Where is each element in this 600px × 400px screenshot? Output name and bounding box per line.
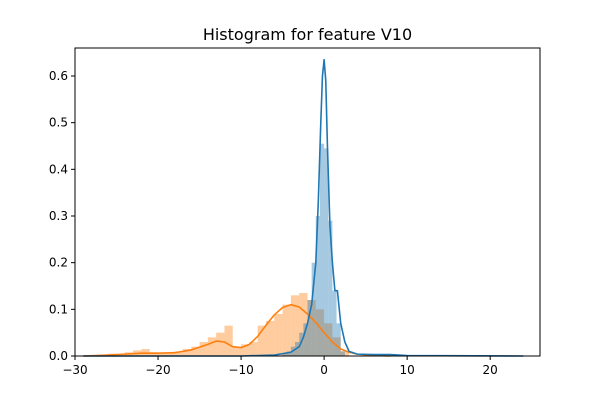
histogram-bar (324, 323, 333, 356)
histogram-bar (307, 300, 316, 356)
histogram-bar (191, 346, 200, 356)
x-tick-label: −10 (228, 363, 253, 377)
histogram-bars (108, 143, 350, 356)
y-tick-label: 0.4 (49, 162, 68, 176)
y-tick-label: 0.2 (49, 256, 68, 270)
x-tick-label: −20 (145, 363, 170, 377)
plot-frame (74, 47, 541, 357)
x-axis-ticks: −30 −20 −10 0 10 20 (62, 356, 498, 377)
kde-line (83, 303, 391, 357)
chart-title: Histogram for feature V10 (203, 25, 412, 44)
histogram-bar (249, 342, 258, 356)
y-tick-label: 0.3 (49, 209, 68, 223)
histogram-bar (332, 290, 337, 356)
histogram-bar (216, 332, 225, 356)
histogram-bar (307, 300, 312, 356)
histogram-bar (174, 351, 183, 356)
histogram-bar (207, 337, 217, 356)
histogram-bar (340, 351, 345, 356)
histogram-bar (166, 353, 175, 356)
y-tick-label: 0.1 (49, 302, 68, 316)
histogram-bar (340, 351, 350, 356)
histogram-bar (232, 346, 242, 356)
axes (74, 47, 541, 357)
x-tick-label: 10 (400, 363, 415, 377)
histogram-bar (274, 314, 283, 356)
histogram-bar (282, 304, 291, 356)
histogram-bar (299, 332, 304, 356)
y-tick-label: 0.0 (49, 349, 68, 363)
y-tick-label: 0.5 (49, 116, 68, 130)
y-axis-ticks: 0.0 0.1 0.2 0.3 0.4 0.5 0.6 (49, 69, 75, 363)
histogram-bar (282, 353, 287, 356)
x-tick-label: 20 (483, 363, 498, 377)
histogram-bar (149, 352, 159, 356)
histogram-bar (311, 262, 316, 356)
histogram-bar (158, 353, 167, 356)
histogram-bar (315, 216, 320, 356)
histogram-bar (265, 321, 275, 356)
histogram-bar (182, 349, 192, 356)
histogram-bar (324, 148, 329, 356)
histogram-bar (290, 295, 300, 356)
histogram-bar (303, 323, 308, 356)
x-tick-label: 0 (320, 363, 328, 377)
y-tick-label: 0.6 (49, 69, 68, 83)
histogram-bar (328, 220, 333, 356)
histogram-bar (299, 293, 308, 356)
histogram-bar (257, 325, 266, 356)
histogram-bar (336, 323, 341, 356)
histogram-bar (241, 344, 250, 356)
histogram-bar (332, 337, 341, 356)
kde-line (83, 58, 524, 357)
histogram-bar (286, 351, 291, 356)
histogram-bar (199, 342, 208, 356)
kde-curves (83, 58, 524, 357)
histogram-bar (315, 309, 325, 356)
histogram-bar (224, 325, 233, 356)
histogram-bar (319, 143, 325, 356)
x-tick-label: −30 (62, 363, 87, 377)
